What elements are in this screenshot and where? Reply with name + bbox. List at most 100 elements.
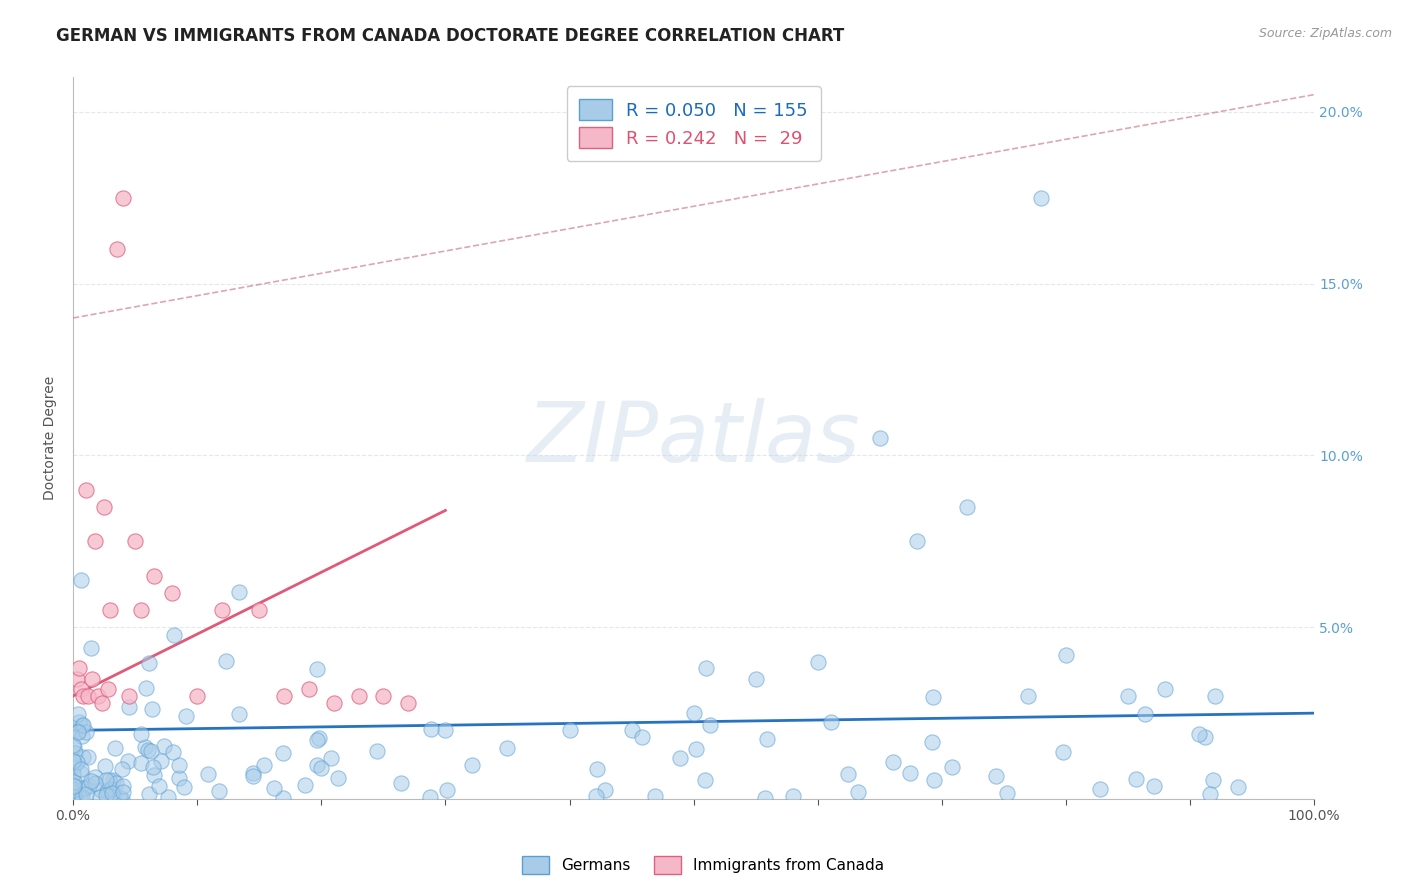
Point — [63, 791, 86, 805]
Point — [298, 682, 321, 697]
Point — [253, 757, 276, 772]
Point — [72, 689, 94, 703]
Point — [73, 781, 96, 796]
Point — [242, 766, 264, 780]
Point — [131, 603, 153, 617]
Point — [75, 788, 97, 802]
Point — [869, 431, 891, 445]
Point — [846, 785, 869, 799]
Point — [593, 783, 616, 797]
Point — [396, 696, 419, 710]
Point — [436, 782, 458, 797]
Point — [347, 689, 370, 703]
Point — [136, 743, 159, 757]
Point — [70, 718, 93, 732]
Point — [98, 603, 121, 617]
Point — [699, 718, 721, 732]
Point — [271, 746, 294, 760]
Point — [1188, 727, 1211, 741]
Point — [67, 714, 90, 729]
Point — [111, 784, 134, 798]
Point — [898, 765, 921, 780]
Point — [108, 790, 131, 805]
Point — [271, 790, 294, 805]
Point — [419, 790, 441, 805]
Point — [693, 773, 716, 788]
Point — [307, 732, 329, 747]
Point — [124, 534, 146, 549]
Point — [94, 759, 117, 773]
Point — [142, 759, 165, 773]
Point — [98, 772, 121, 787]
Point — [322, 696, 344, 710]
Point — [63, 723, 86, 737]
Point — [215, 654, 238, 668]
Point — [93, 500, 115, 514]
Point — [66, 707, 89, 722]
Text: ZIPatlas: ZIPatlas — [527, 398, 860, 479]
Point — [62, 774, 84, 789]
Point — [148, 780, 170, 794]
Point — [461, 758, 484, 772]
Point — [66, 724, 89, 739]
Point — [111, 191, 134, 205]
Point — [138, 656, 160, 670]
Point — [63, 778, 86, 792]
Point — [294, 778, 316, 792]
Point — [139, 744, 162, 758]
Point — [1198, 787, 1220, 801]
Point — [111, 791, 134, 805]
Point — [75, 483, 97, 497]
Point — [62, 778, 84, 792]
Point — [228, 706, 250, 721]
Point — [1017, 689, 1039, 703]
Point — [67, 724, 90, 739]
Point — [167, 758, 190, 772]
Point — [620, 723, 643, 738]
Point — [67, 661, 90, 675]
Point — [156, 789, 179, 804]
Point — [1202, 772, 1225, 787]
Point — [321, 751, 343, 765]
Point — [273, 689, 295, 703]
Point — [62, 767, 84, 781]
Point — [72, 750, 94, 764]
Point — [174, 709, 197, 723]
Point — [103, 788, 125, 802]
Point — [326, 771, 349, 785]
Point — [305, 662, 328, 676]
Point — [941, 760, 963, 774]
Point — [150, 754, 173, 768]
Point — [420, 722, 443, 736]
Point — [186, 689, 208, 703]
Point — [208, 783, 231, 797]
Point — [129, 756, 152, 770]
Point — [76, 750, 98, 764]
Point — [66, 672, 89, 686]
Point — [782, 789, 804, 804]
Point — [228, 585, 250, 599]
Point — [63, 789, 86, 803]
Point — [366, 744, 388, 758]
Point — [756, 731, 779, 746]
Point — [80, 672, 103, 686]
Point — [73, 780, 96, 795]
Point — [496, 740, 519, 755]
Point — [1029, 191, 1052, 205]
Point — [162, 745, 184, 759]
Point — [101, 785, 124, 799]
Point — [104, 776, 127, 790]
Point — [167, 771, 190, 785]
Point — [142, 568, 165, 582]
Point — [837, 766, 859, 780]
Point — [744, 672, 766, 686]
Point — [69, 762, 91, 776]
Point — [96, 772, 118, 787]
Point — [63, 747, 86, 761]
Point — [373, 689, 395, 703]
Point — [984, 769, 1007, 783]
Point — [84, 770, 107, 784]
Point — [263, 780, 285, 795]
Point — [1143, 779, 1166, 793]
Point — [1125, 772, 1147, 786]
